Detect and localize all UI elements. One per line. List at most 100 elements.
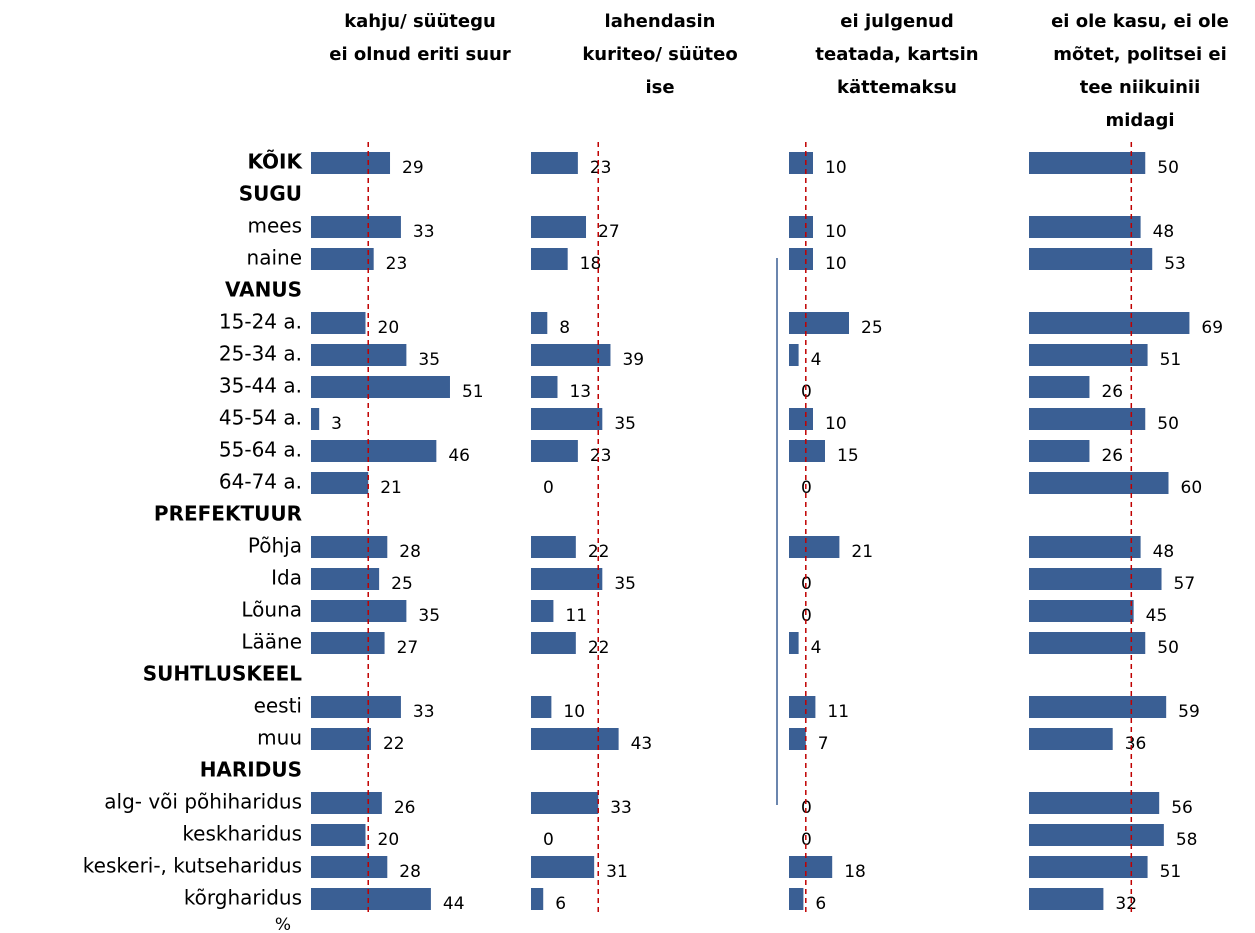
bar (789, 536, 840, 558)
bar (311, 312, 366, 334)
category-label: keskeri-, kutseharidus (83, 854, 302, 878)
group-label: HARIDUS (200, 758, 302, 782)
bar (531, 408, 603, 430)
category-label: 55-64 a. (219, 438, 302, 462)
bar (311, 856, 388, 878)
category-label: eesti (254, 694, 302, 718)
category-label: keskharidus (182, 822, 302, 846)
value-label: 10 (825, 414, 847, 434)
panel-title: ei olnud eriti suur (329, 44, 511, 65)
bar (311, 536, 388, 558)
bar (1029, 824, 1164, 846)
panel-title: kuriteo/ süüteo (582, 44, 737, 65)
bar (1029, 376, 1090, 398)
bar (531, 248, 568, 270)
value-label: 21 (851, 542, 873, 562)
category-label: kõrgharidus (184, 886, 302, 910)
value-label: 35 (614, 414, 636, 434)
value-label: 20 (378, 830, 400, 850)
bar (789, 696, 816, 718)
value-label: 10 (825, 254, 847, 274)
value-label: 39 (622, 350, 644, 370)
bar (311, 248, 374, 270)
value-label: 53 (1164, 254, 1186, 274)
bar (1029, 216, 1141, 238)
value-label: 33 (413, 702, 435, 722)
value-label: 10 (563, 702, 585, 722)
value-label: 35 (418, 350, 440, 370)
bar (1029, 344, 1148, 366)
category-label: 64-74 a. (219, 470, 302, 494)
panel-title: ei ole kasu, ei ole (1051, 11, 1229, 32)
bar (311, 408, 320, 430)
value-label: 57 (1174, 574, 1196, 594)
value-label: 6 (815, 894, 826, 914)
value-label: 7 (818, 734, 829, 754)
value-label: 48 (1153, 542, 1175, 562)
value-label: 26 (1101, 382, 1123, 402)
value-label: 31 (606, 862, 628, 882)
bar (531, 344, 611, 366)
panel-title: mõtet, politsei ei (1053, 44, 1227, 65)
bar (789, 344, 799, 366)
group-label: PREFEKTUUR (154, 502, 302, 526)
bar (789, 152, 813, 174)
value-label: 43 (631, 734, 653, 754)
bar (311, 696, 401, 718)
value-label: 20 (378, 318, 400, 338)
bar (1029, 152, 1146, 174)
value-label: 27 (598, 222, 620, 242)
bar (311, 824, 366, 846)
value-label: 48 (1153, 222, 1175, 242)
panel-title: midagi (1105, 110, 1174, 131)
bar (311, 568, 380, 590)
bar (789, 216, 813, 238)
value-label: 36 (1125, 734, 1147, 754)
bar (531, 536, 576, 558)
value-label: 21 (380, 478, 402, 498)
bar (531, 632, 576, 654)
value-label: 23 (590, 158, 612, 178)
value-label: 8 (559, 318, 570, 338)
category-label: Lõuna (241, 598, 302, 622)
value-label: 59 (1178, 702, 1200, 722)
category-label: alg- või põhiharidus (104, 790, 302, 814)
value-label: 18 (844, 862, 866, 882)
value-label: 15 (837, 446, 859, 466)
bar (1029, 472, 1169, 494)
value-label: 56 (1171, 798, 1193, 818)
value-label: 4 (811, 350, 822, 370)
bar (789, 248, 813, 270)
bar (531, 152, 578, 174)
bar (531, 600, 554, 622)
value-label: 44 (443, 894, 465, 914)
bar (1029, 440, 1090, 462)
panel-title: tee niikuinii (1080, 77, 1201, 98)
bar (1029, 248, 1153, 270)
value-label: 0 (801, 606, 812, 626)
bar (311, 376, 450, 398)
bar (531, 440, 578, 462)
value-label: 33 (413, 222, 435, 242)
category-label: Lääne (241, 630, 302, 654)
bar (311, 792, 382, 814)
value-label: 0 (543, 478, 554, 498)
value-label: 51 (1160, 862, 1182, 882)
value-label: 51 (462, 382, 484, 402)
bar (531, 216, 587, 238)
category-label: 35-44 a. (219, 374, 302, 398)
value-label: 4 (811, 638, 822, 658)
panel-title: ei julgenud (840, 11, 953, 32)
value-label: 10 (825, 222, 847, 242)
group-label: VANUS (225, 278, 302, 302)
value-label: 50 (1157, 638, 1179, 658)
value-label: 46 (448, 446, 470, 466)
category-label: mees (247, 214, 302, 238)
category-label: 25-34 a. (219, 342, 302, 366)
bar (1029, 408, 1146, 430)
value-label: 18 (580, 254, 602, 274)
bar (531, 888, 544, 910)
value-label: 51 (1160, 350, 1182, 370)
bar (531, 376, 558, 398)
